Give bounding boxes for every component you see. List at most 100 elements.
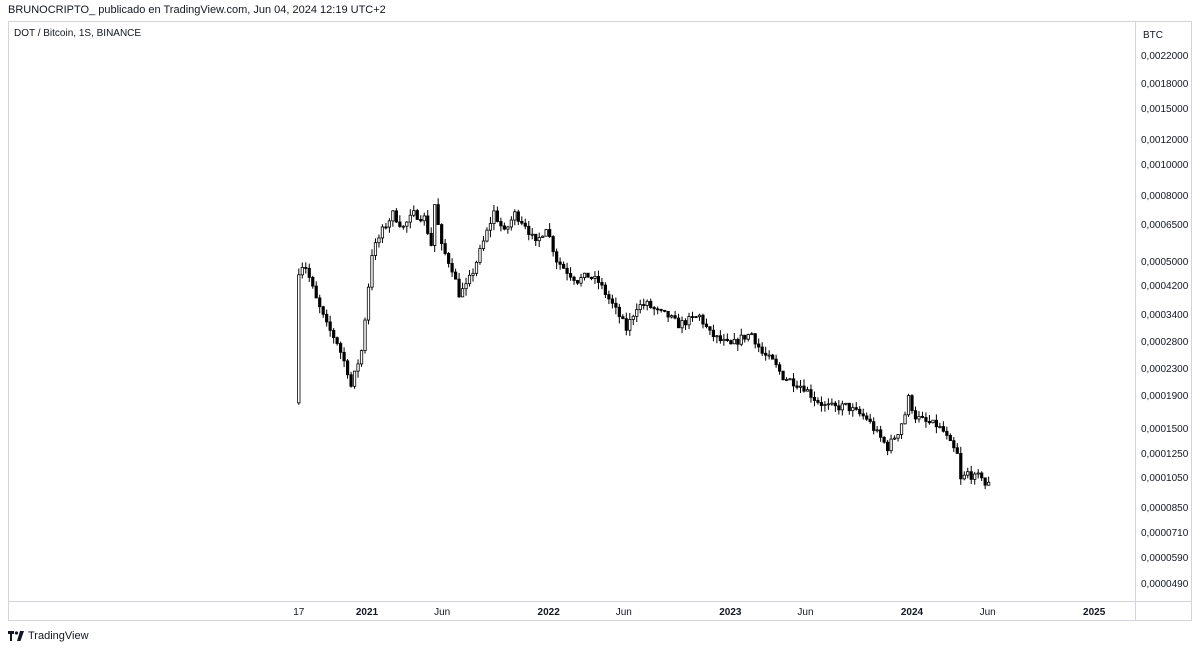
candle [460,282,465,298]
candle [433,204,437,252]
brand-label: TradingView [28,630,89,642]
candle [419,215,423,223]
candle [934,414,938,434]
candle [307,263,311,282]
candle [471,268,475,282]
candle [809,384,813,403]
price-tick-label: 0,0012000 [1141,135,1189,147]
candle [649,298,653,309]
price-tick-label: 0,0005000 [1141,256,1189,268]
candle [899,423,904,439]
price-tick-label: 0,0018000 [1141,78,1189,90]
candle [440,223,444,251]
candle [457,272,461,298]
candle [802,379,806,393]
candle [673,310,677,320]
price-tick-label: 0,0002300 [1141,364,1189,376]
candle [798,379,803,393]
candle [624,312,628,336]
candle [356,359,360,378]
candle [931,419,935,424]
candle [774,354,778,368]
candle [711,324,716,342]
candle [492,204,496,231]
candle [642,298,646,310]
candle [600,277,604,290]
candle [387,218,391,233]
price-axis-separator [1135,21,1136,621]
candle [659,308,663,313]
candle [558,257,562,270]
candle [579,273,583,287]
candle [568,267,573,281]
candle [352,370,357,389]
candle [495,206,500,223]
candle [485,227,489,243]
candle [582,272,587,281]
candle [572,275,576,285]
candle [429,227,433,247]
candle [516,209,520,226]
candle [854,402,858,411]
candle [903,411,907,425]
tradingview-brand[interactable]: TradingView [8,630,89,642]
candle [617,303,621,324]
candle [715,335,719,344]
candle [952,437,956,453]
candle [795,380,799,390]
candle [656,306,660,315]
candle [760,342,764,357]
candle [447,252,451,268]
candle [628,312,632,336]
chart-frame [8,21,1192,621]
candle [596,270,601,290]
candle [363,317,367,354]
candle [377,234,381,248]
candle [575,279,580,286]
candle [481,236,486,251]
time-tick-label: Jun [797,607,814,618]
candle [767,350,771,360]
candle [380,224,385,243]
candle [370,249,374,291]
candle [610,294,614,309]
candle [450,258,454,278]
candle [408,209,412,229]
candle [345,359,350,379]
candle [962,471,966,481]
candle [328,315,332,337]
candle [732,332,736,345]
candle [478,244,482,265]
candle [861,408,865,420]
currency-label[interactable]: BTC [1143,30,1163,41]
candle [889,434,893,454]
candle [924,412,928,428]
candle [621,314,625,320]
candle [530,228,534,240]
candle [750,332,754,336]
candle [589,276,594,281]
candle [300,262,304,279]
candle [819,396,824,412]
price-tick-label: 0,0004200 [1141,280,1189,292]
candle [415,208,419,220]
candle [784,377,789,382]
candle [464,277,468,296]
candle [607,290,611,305]
candle [405,221,409,233]
candle [844,402,848,406]
candle [920,411,925,419]
published-header: BRUNOCRIPTO_ publicado en TradingView.co… [8,4,386,16]
price-tick-label: 0,0001900 [1141,390,1189,402]
candle [339,341,343,360]
candle [812,391,817,407]
candle [938,422,942,429]
tradingview-logo-icon [8,631,24,641]
candle [502,222,506,231]
candle [544,228,548,237]
candle [603,282,608,299]
price-tick-label: 0,0008000 [1141,191,1189,203]
candle [586,272,590,278]
candle [865,412,869,421]
